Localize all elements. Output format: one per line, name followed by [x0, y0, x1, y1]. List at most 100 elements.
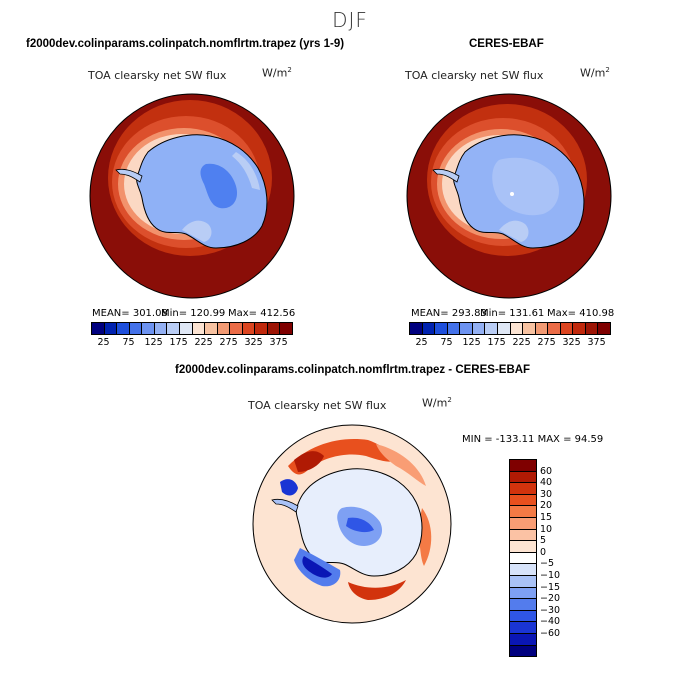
panel2-colorbar-swatch — [535, 323, 549, 334]
panel2-units-text: W/m — [580, 66, 606, 80]
panel2-colorbar-swatch — [460, 323, 473, 334]
panel2-colorbar-tick-label: 275 — [537, 337, 556, 348]
panel2-title: CERES-EBAF — [469, 38, 544, 50]
panel3-colorbar-swatch — [510, 575, 536, 588]
panel1-colorbar-swatch — [154, 323, 168, 334]
panel2-variable-label: TOA clearsky net SW flux — [405, 69, 544, 82]
panel3-colorbar-swatch — [510, 599, 536, 611]
panel2-interior — [492, 157, 559, 216]
panel3-west-blue-patch — [280, 479, 298, 496]
panel1-colorbar-ticks: 25 75 125 175 225 275 325 375 — [91, 337, 291, 349]
panel1-colorbar — [91, 322, 293, 335]
panel2-colorbar-swatch — [523, 323, 536, 334]
panel1-ross-ice — [182, 220, 212, 242]
panel3-colorbar-swatch — [510, 517, 536, 530]
panel2-colorbar-swatch — [410, 323, 423, 334]
panel3-colorbar-label: −10 — [540, 570, 561, 581]
panel3-colorbar-label: 15 — [540, 512, 553, 523]
panel3-title: f2000dev.colinparams.colinpatch.nomflrtm… — [175, 364, 531, 376]
panel3-colorbar-label: 5 — [540, 535, 547, 547]
panel2-colorbar-swatch — [485, 323, 498, 334]
panel2-pole-dot — [510, 192, 514, 196]
panel3-dark-red-patch — [294, 451, 324, 472]
panel2-colorbar-swatch — [447, 323, 461, 334]
panel3-colorbar-swatch — [510, 460, 536, 472]
panel1-colorbar-tick-label: 275 — [219, 337, 238, 348]
panel1-colorbar-swatch — [280, 323, 292, 334]
panel3-colorbar-swatch — [510, 622, 536, 634]
panel3-colorbar-label: −5 — [540, 558, 555, 570]
panel3-south-red-band — [348, 580, 406, 600]
panel2-max: Max= 410.98 — [547, 308, 615, 319]
panel1-units: W/m2 — [262, 66, 292, 80]
panel3-colorbar-swatch — [510, 610, 536, 623]
panel2-colorbar-tick-label: 375 — [587, 337, 606, 348]
panel2-map — [406, 93, 612, 299]
panel2-colorbar-swatch — [598, 323, 610, 334]
panel3-units: W/m2 — [422, 396, 452, 410]
panel3-colorbar-label: 60 — [540, 465, 553, 477]
panel1-colorbar-swatch — [230, 323, 243, 334]
panel2-units: W/m2 — [580, 66, 610, 80]
panel3-variable-label: TOA clearsky net SW flux — [248, 399, 387, 412]
panel3-colorbar-labels: 60 40 30 20 15 10 5 0 −5 −10 −15 −20 −30 −40 −60 — [540, 459, 580, 639]
panel1-colorbar-swatch — [142, 323, 155, 334]
panel3-minmax: MIN = -133.11 MAX = 94.59 — [462, 434, 604, 445]
panel3-southwest-dark-blue — [302, 556, 332, 578]
panel3-colorbar-swatch — [510, 471, 536, 484]
panel1-east-coast-shade — [232, 152, 260, 190]
panel3-colorbar-label: 30 — [540, 488, 553, 500]
panel3-colorbar-swatch — [510, 506, 536, 518]
panel1-title: f2000dev.colinparams.colinpatch.nomflrtm… — [26, 38, 345, 50]
panel2-colorbar-swatch — [422, 323, 436, 334]
panel1-interior — [200, 163, 238, 209]
panel2-colorbar-tick-label: 75 — [440, 337, 453, 348]
panel1-units-exp: 2 — [287, 66, 292, 74]
panel3-colorbar-swatch — [510, 541, 536, 553]
panel2-ross-ice — [499, 220, 529, 242]
panel2-colorbar-tick-label: 25 — [415, 337, 428, 348]
panel3-units-exp: 2 — [447, 396, 452, 404]
panel2-colorbar — [409, 322, 611, 335]
panel3-colorbar-label: −30 — [540, 604, 561, 616]
main-title: DJF — [332, 8, 368, 32]
panel3-colorbar-label: 0 — [540, 546, 547, 558]
panel3-colorbar-label: 40 — [540, 477, 553, 489]
panel1-colorbar-tick-label: 175 — [169, 337, 188, 348]
panel3-colorbar-swatch — [510, 633, 536, 646]
panel1-colorbar-swatch — [129, 323, 143, 334]
panel1-min: Min= 120.99 — [161, 308, 226, 319]
panel3-colorbar-swatch — [510, 564, 536, 576]
panel3-colorbar-label: −60 — [540, 628, 561, 639]
panel1-max: Max= 412.56 — [228, 308, 296, 319]
panel1-colorbar-swatch — [117, 323, 130, 334]
panel1-map — [89, 93, 295, 299]
panel2-mean: MEAN= 293.83 — [411, 308, 487, 319]
panel2-colorbar-tick-label: 225 — [512, 337, 531, 348]
panel1-colorbar-swatch — [267, 323, 281, 334]
panel3-northeast-salmon — [376, 444, 426, 486]
panel2-peninsula — [432, 168, 460, 183]
panel1-colorbar-swatch — [167, 323, 180, 334]
panel2-colorbar-swatch — [472, 323, 486, 334]
panel3-units-text: W/m — [422, 396, 448, 410]
panel3-colorbar-swatch — [510, 587, 536, 600]
panel1-colorbar-tick-label: 225 — [194, 337, 213, 348]
panel1-colorbar-swatch — [255, 323, 268, 334]
panel1-antarctica — [136, 134, 268, 249]
panel2-colorbar-tick-label: 125 — [462, 337, 481, 348]
panel1-colorbar-tick-label: 325 — [244, 337, 263, 348]
panel1-variable-label: TOA clearsky net SW flux — [88, 69, 227, 82]
panel2-colorbar-swatch — [497, 323, 511, 334]
panel2-colorbar-swatch — [560, 323, 574, 334]
panel2-colorbar-tick-label: 175 — [487, 337, 506, 348]
panel3-dark-blue-streak — [346, 517, 374, 533]
panel1-colorbar-swatch — [205, 323, 218, 334]
panel1-colorbar-swatch — [179, 323, 193, 334]
panel3-peninsula — [271, 498, 299, 513]
panel1-colorbar-tick-label: 75 — [122, 337, 135, 348]
panel2-colorbar-ticks: 25 75 125 175 225 275 325 375 — [409, 337, 609, 349]
panel2-min: Min= 131.61 — [480, 308, 545, 319]
panel3-colorbar-label: −15 — [540, 581, 561, 593]
panel3-colorbar-label: −20 — [540, 593, 561, 605]
